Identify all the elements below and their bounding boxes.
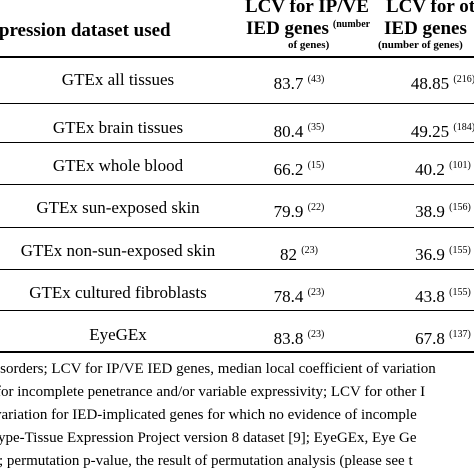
row-divider [0, 310, 474, 311]
header-lcv-other-line1: LCV for other [386, 0, 474, 17]
header-lcv-ipve-line3: of genes) [288, 39, 330, 51]
lcv-ipve-cell: 66.2 (15) [273, 160, 325, 179]
lcv-other-cell: 43.8 (155) [415, 287, 471, 306]
lcv-ipve-cell: 83.8 (23) [273, 329, 325, 348]
dataset-cell: GTEx all tissues [61, 70, 175, 89]
table-row: GTEx all tissues 83.7 (43) 48.85 (216) [0, 57, 474, 103]
footnote-line: ]; permutation p-value, the result of pe… [0, 453, 413, 469]
table-row: GTEx brain tissues 80.4 (35) 49.25 (184) [0, 105, 474, 151]
table-row: EyeGEx 83.8 (23) 67.8 (137) [0, 312, 474, 358]
lcv-other-cell: 38.9 (156) [415, 202, 471, 221]
dataset-cell: GTEx brain tissues [52, 118, 184, 137]
footnote-line: isorders; LCV for IP/VE IED genes, media… [0, 361, 436, 377]
row-divider [0, 269, 474, 270]
header-lcv-other-line3: (number of genes) [378, 39, 463, 51]
header-dataset: Gene expression dataset used [0, 20, 171, 41]
lcv-ipve-cell: 78.4 (23) [273, 287, 325, 306]
row-divider [0, 227, 474, 228]
table-row: GTEx sun-exposed skin 79.9 (22) 38.9 (15… [0, 185, 474, 231]
footnote-line: ype-Tissue Expression Project version 8 … [0, 430, 417, 446]
dataset-cell: GTEx non-sun-exposed skin [20, 241, 216, 260]
header-lcv-ipve-line1: LCV for IP/VE [245, 0, 369, 17]
lcv-other-cell: 48.85 (216) [410, 74, 474, 93]
dataset-cell: GTEx sun-exposed skin [36, 198, 200, 217]
table-row: GTEx non-sun-exposed skin 82 (23) 36.9 (… [0, 228, 474, 274]
dataset-cell: GTEx cultured fibroblasts [29, 283, 207, 302]
lcv-other-cell: 40.2 (101) [415, 160, 471, 179]
footnote-line: variation for IED-implicated genes for w… [0, 407, 417, 423]
footnote-line: for incomplete penetrance and/or variabl… [0, 384, 426, 400]
header-lcv-other-line2: IED genes [384, 18, 467, 39]
lcv-ipve-cell: 79.9 (22) [273, 202, 325, 221]
lcv-ipve-cell: 80.4 (35) [273, 122, 325, 141]
row-divider [0, 142, 474, 143]
dataset-cell: EyeGEx [89, 325, 147, 344]
header-lcv-ipve-line2: IED genes (number [246, 18, 371, 39]
dataset-cell: GTEx whole blood [52, 156, 184, 175]
row-divider [0, 184, 474, 185]
header-rule [0, 56, 474, 58]
table-row: GTEx whole blood 66.2 (15) 40.2 (101) [0, 143, 474, 189]
lcv-other-cell: 36.9 (155) [415, 245, 471, 264]
lcv-other-cell: 67.8 (137) [415, 329, 471, 348]
table-bottom-rule [0, 351, 474, 353]
lcv-other-cell: 49.25 (184) [410, 122, 474, 141]
lcv-ipve-cell: 82 (23) [280, 245, 318, 264]
row-divider [0, 103, 474, 104]
lcv-ipve-cell: 83.7 (43) [273, 74, 325, 93]
table-row: GTEx cultured fibroblasts 78.4 (23) 43.8… [0, 270, 474, 316]
